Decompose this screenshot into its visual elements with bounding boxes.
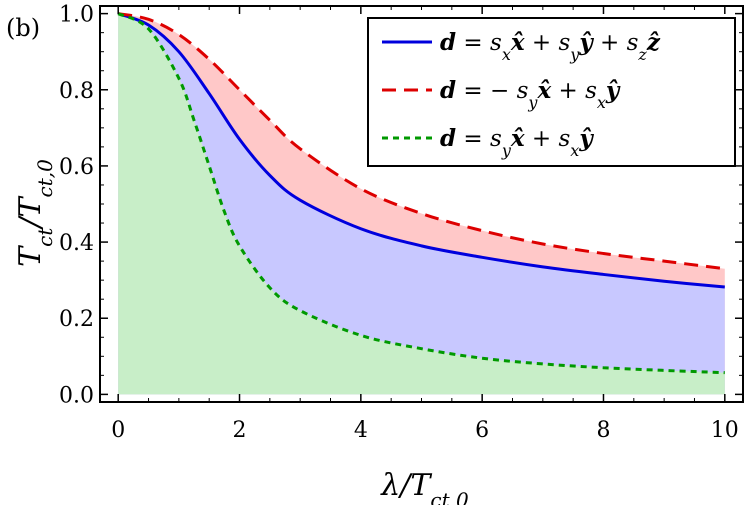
x-axis-label: λ/Tct,0 bbox=[380, 468, 469, 505]
y-tick-label: 0.8 bbox=[59, 79, 94, 104]
series-line-dotted bbox=[117, 12, 725, 375]
series-line-dashed bbox=[117, 12, 725, 271]
x-tick-label: 6 bbox=[475, 418, 489, 443]
fill-area-dotted-series bbox=[118, 13, 725, 395]
fill-areas bbox=[118, 13, 725, 395]
x-tick-label: 8 bbox=[596, 418, 610, 443]
y-tick-label: 1.0 bbox=[59, 3, 94, 28]
y-tick-label: 0.6 bbox=[59, 155, 94, 180]
legend-entry-label: d = syx̂ + sxŷ bbox=[440, 125, 594, 160]
series-lines bbox=[117, 12, 725, 375]
y-tick-label: 0.0 bbox=[59, 383, 94, 408]
legend-entry-label: d = − syx̂ + sxŷ bbox=[440, 77, 621, 112]
tick-labels: 0 2 4 6 8 10 0.0 0.2 0.4 0.6 0.8 1.0 bbox=[59, 3, 739, 443]
x-tick-label: 2 bbox=[233, 418, 247, 443]
x-tick-label: 4 bbox=[354, 418, 368, 443]
x-tick-label: 0 bbox=[111, 418, 125, 443]
series-line-solid bbox=[117, 12, 725, 289]
panel-label: (b) bbox=[6, 14, 40, 42]
axis-ticks bbox=[100, 6, 743, 402]
legend: d = sxx̂ + syŷ + szẑ d = − syx̂ + sxŷ d = … bbox=[367, 17, 736, 167]
y-axis-label: Tct/Tct,0 bbox=[13, 159, 57, 267]
x-tick-label: 10 bbox=[711, 418, 739, 443]
y-tick-label: 0.2 bbox=[59, 307, 94, 332]
y-tick-label: 0.4 bbox=[59, 231, 94, 256]
legend-entry-label: d = sxx̂ + syŷ + szẑ bbox=[440, 29, 661, 64]
